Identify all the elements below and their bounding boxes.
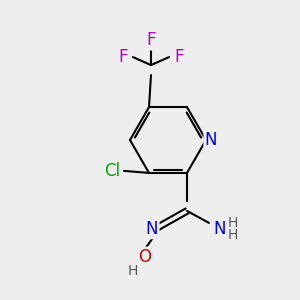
Text: O: O: [139, 248, 152, 266]
Text: Cl: Cl: [104, 162, 120, 180]
Text: H: H: [228, 216, 238, 230]
Text: F: F: [174, 48, 184, 66]
Text: N: N: [205, 131, 217, 149]
Text: F: F: [146, 31, 156, 49]
Text: N: N: [146, 220, 158, 238]
Text: H: H: [128, 264, 138, 278]
Text: H: H: [228, 228, 238, 242]
Text: F: F: [118, 48, 128, 66]
Text: N: N: [214, 220, 226, 238]
